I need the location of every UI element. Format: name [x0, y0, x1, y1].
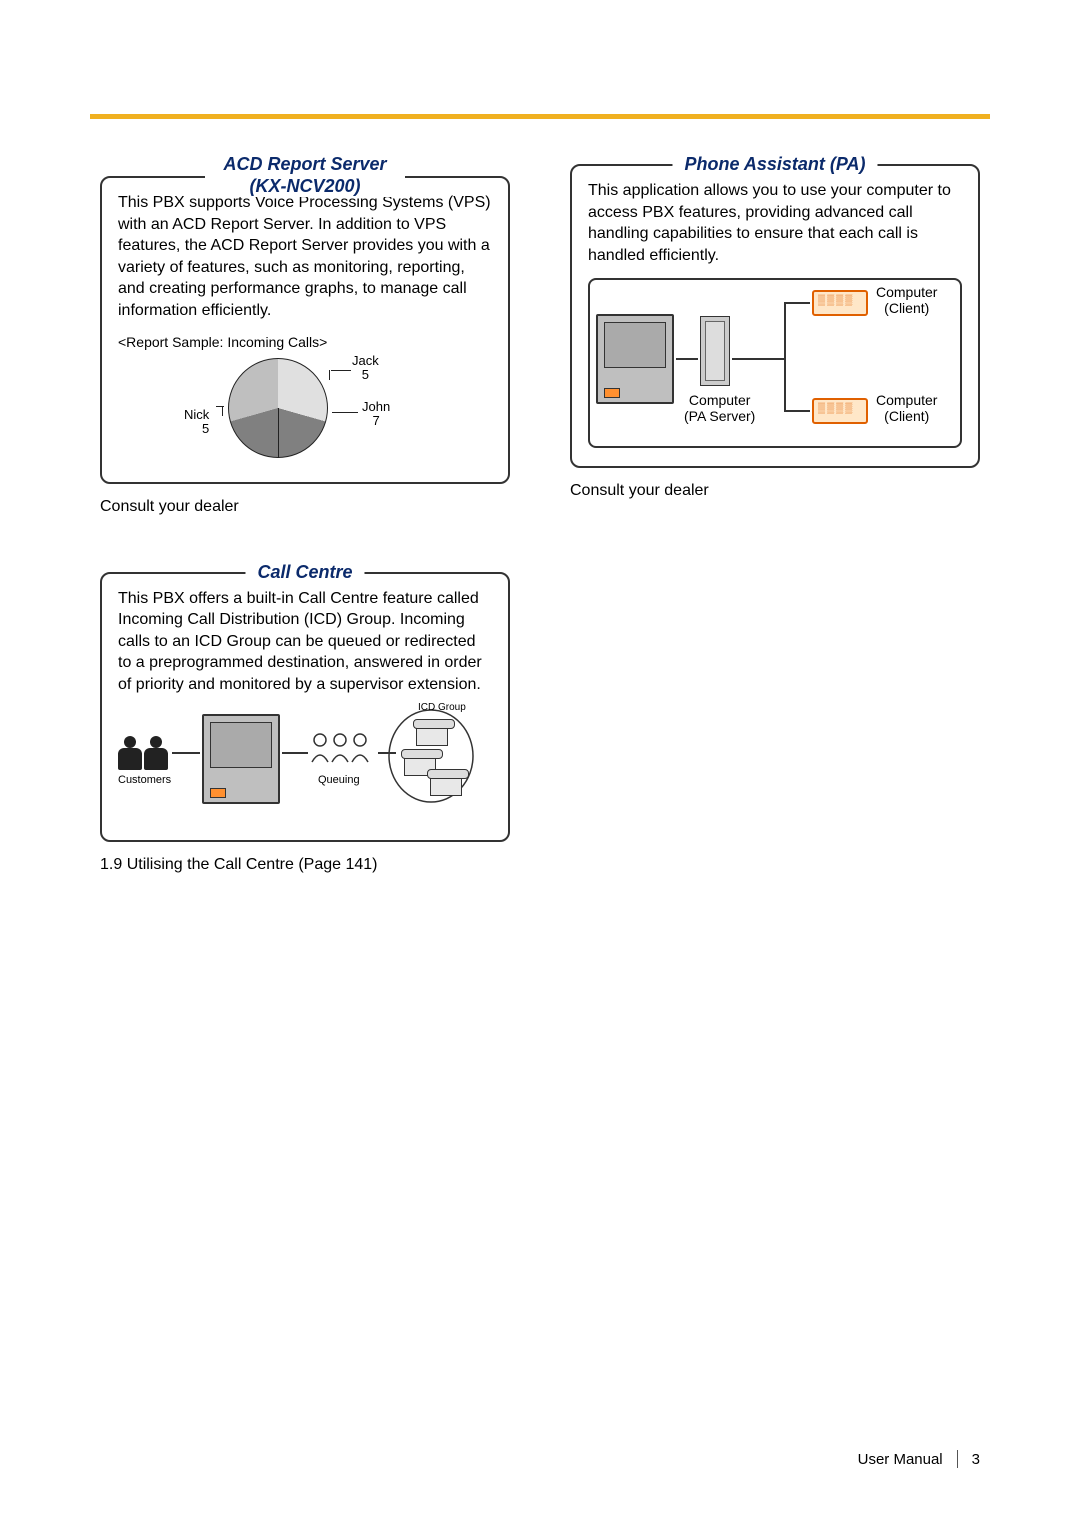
left-column: ACD Report Server (KX-NCV200) This PBX s…: [100, 150, 510, 874]
cc-queuing-label: Queuing: [318, 774, 360, 786]
keyboard-icon: [812, 398, 868, 424]
pie-lead: [222, 406, 223, 416]
pie-label-text: Nick: [184, 407, 209, 422]
pie-label-nick: Nick 5: [184, 408, 209, 437]
connector-line: [784, 302, 810, 304]
pie-label-value: 7: [372, 413, 379, 428]
label-text: Computer (Client): [876, 392, 937, 424]
cc-feature-box: Call Centre This PBX offers a built-in C…: [100, 572, 510, 842]
acd-feature-box: ACD Report Server (KX-NCV200) This PBX s…: [100, 176, 510, 484]
pie-label-jack: Jack 5: [352, 354, 379, 383]
connector-line: [282, 752, 308, 754]
pie-lead: [329, 370, 330, 380]
pa-body: This application allows you to use your …: [588, 180, 962, 266]
server-tower-icon: [700, 316, 730, 386]
acd-caption: Consult your dealer: [100, 498, 510, 516]
right-column: Phone Assistant (PA) This application al…: [570, 150, 980, 874]
keyboard-icon: [812, 290, 868, 316]
pie-graphic: [228, 358, 328, 458]
connector-line: [732, 358, 784, 360]
cc-icd-label: ICD Group: [418, 702, 466, 713]
page-footer: User Manual 3: [858, 1450, 980, 1468]
pie-lead: [216, 406, 224, 407]
footer-label: User Manual: [858, 1451, 943, 1468]
pa-diagram: Computer (PA Server) Computer (Client) C…: [588, 278, 962, 448]
connector-line: [172, 752, 200, 754]
pie-label-value: 5: [362, 367, 369, 382]
phone-icon: [416, 724, 448, 746]
label-text: Computer (PA Server): [684, 392, 755, 424]
connector-line: [784, 410, 810, 412]
pa-caption: Consult your dealer: [570, 482, 980, 500]
cc-caption: 1.9 Utilising the Call Centre (Page 141): [100, 856, 510, 874]
acd-body: This PBX supports Voice Processing Syste…: [118, 192, 492, 322]
pa-server-label: Computer (PA Server): [684, 392, 755, 424]
phone-icon: [430, 774, 462, 796]
acd-title-line1: ACD Report Server: [223, 154, 386, 174]
person-icon: [118, 736, 142, 770]
connector-line: [378, 752, 396, 754]
cc-customers-label: Customers: [118, 774, 171, 786]
pie-label-john: John 7: [362, 400, 390, 429]
person-icon: [144, 736, 168, 770]
pa-feature-box: Phone Assistant (PA) This application al…: [570, 164, 980, 468]
acd-pie-chart: Jack 5 John 7 Nick 5: [118, 354, 428, 464]
pie-label-value: 5: [202, 421, 209, 436]
acd-title: ACD Report Server (KX-NCV200): [205, 154, 405, 197]
acd-title-line2: (KX-NCV200): [249, 176, 360, 196]
label-text: Computer (Client): [876, 284, 937, 316]
page-number: 3: [972, 1451, 980, 1468]
footer-divider: [957, 1450, 958, 1468]
queue-icon: [308, 730, 378, 780]
pie-label-text: John: [362, 399, 390, 414]
pie-lead: [332, 412, 358, 413]
pie-lead: [331, 370, 351, 371]
cc-body: This PBX offers a built-in Call Centre f…: [118, 588, 492, 696]
page-content: ACD Report Server (KX-NCV200) This PBX s…: [100, 150, 980, 874]
cc-title: Call Centre: [245, 562, 364, 583]
pa-client-label-2: Computer (Client): [876, 392, 937, 424]
connector-line: [784, 302, 786, 412]
connector-line: [676, 358, 698, 360]
pie-label-text: Jack: [352, 353, 379, 368]
acd-sample-label: <Report Sample: Incoming Calls>: [118, 334, 492, 350]
pa-title: Phone Assistant (PA): [672, 154, 877, 175]
pbx-icon: [202, 714, 280, 804]
pbx-icon: [596, 314, 674, 404]
accent-bar: [90, 114, 990, 119]
pa-client-label-1: Computer (Client): [876, 284, 937, 316]
cc-diagram: Customers Queuing ICD Group: [118, 702, 492, 822]
